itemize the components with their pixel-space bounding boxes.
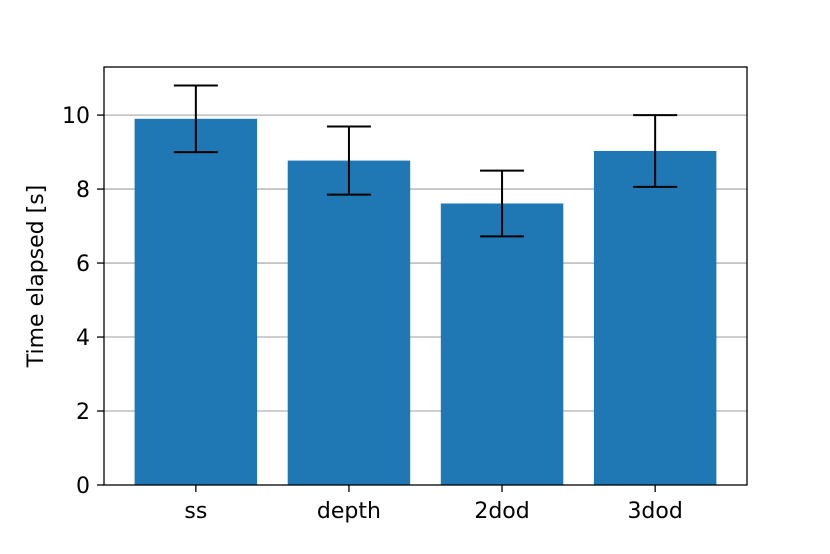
- y-tick-label-1: 2: [76, 400, 90, 425]
- bar-depth: [287, 160, 411, 485]
- x-tick-label-2dod: 2dod: [474, 499, 529, 524]
- x-tick-label-depth: depth: [317, 499, 381, 524]
- x-tick-label-3dod: 3dod: [627, 499, 682, 524]
- bar-3dod: [593, 150, 717, 485]
- error-bars: [173, 84, 678, 238]
- plot-frame: [103, 66, 748, 486]
- y-tick-label-0: 0: [76, 474, 90, 499]
- x-tick-label-ss: ss: [184, 499, 207, 524]
- y-axis-ticks: 0 2 4 6 8 10: [62, 104, 104, 499]
- y-tick-label-5: 10: [62, 104, 90, 129]
- y-tick-label-3: 6: [76, 252, 90, 277]
- x-axis-ticks: ss depth 2dod 3dod: [184, 485, 683, 524]
- y-axis-label: Time elapsed [s]: [24, 185, 49, 369]
- bar-ss: [134, 118, 258, 486]
- bars: [134, 118, 717, 486]
- bar-2dod: [440, 203, 564, 485]
- y-tick-label-2: 4: [76, 326, 90, 351]
- y-tick-label-4: 8: [76, 178, 90, 203]
